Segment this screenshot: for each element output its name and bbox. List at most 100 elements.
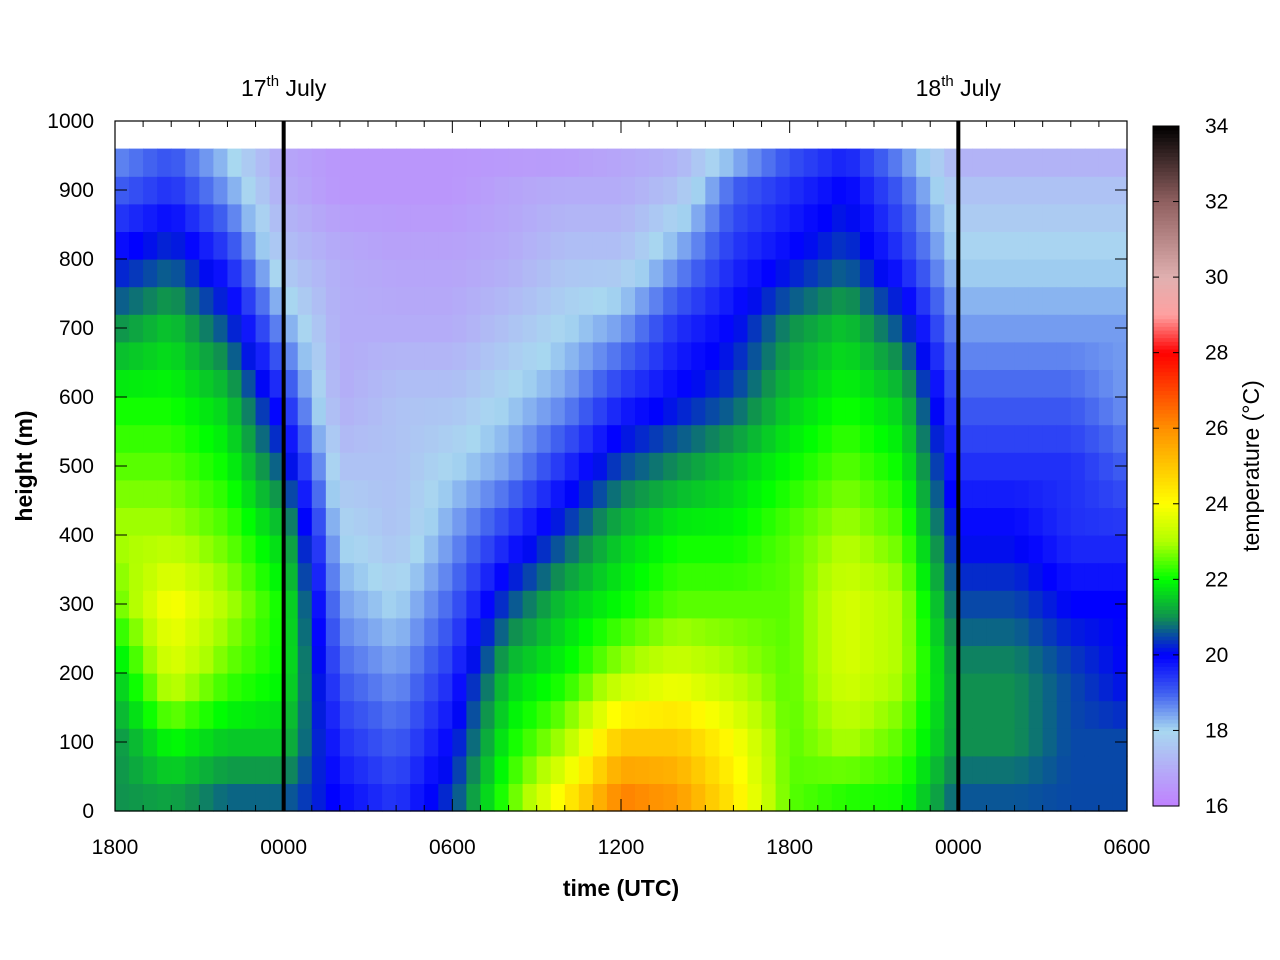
heatmap-cell [944,148,959,177]
heatmap-cell [466,645,482,674]
heatmap-cell [1000,700,1016,729]
heatmap-cell [311,259,327,288]
colorbar-band [1153,579,1179,584]
colorbar-band [1153,228,1179,233]
heatmap-cell [606,645,622,674]
heatmap-cell [592,341,608,370]
heatmap-cell [944,369,959,398]
heatmap-cell [199,590,214,619]
heatmap-cell [1084,645,1100,674]
heatmap-cell [255,562,271,591]
colorbar-band [1153,141,1179,146]
heatmap-cell [761,259,777,288]
heatmap-cell [410,673,425,702]
heatmap-cell [958,286,973,315]
heatmap-cell [845,617,861,646]
heatmap-cell [171,424,186,453]
heatmap-cell [199,314,214,343]
heatmap-cell [1000,424,1016,453]
heatmap-cell [339,176,355,205]
heatmap-cell [719,479,735,508]
heatmap-cell [536,535,552,564]
heatmap-cell [143,286,158,315]
heatmap-cell [1042,783,1058,812]
heatmap-cell [733,562,749,591]
heatmap-cell [227,369,243,398]
heatmap-cell [452,783,467,812]
heatmap-cell [297,176,313,205]
heatmap-cell [1028,645,1044,674]
heatmap-cell [508,755,524,784]
heatmap-cell [452,148,467,177]
heatmap-cell [635,507,650,536]
colorbar-frame [1152,125,1180,807]
colorbar-band [1153,602,1179,607]
colorbar-band [1153,360,1179,365]
heatmap-cell [269,341,285,370]
colorbar-band [1153,194,1179,199]
y-tick-label: 600 [59,386,94,409]
heatmap-cell [325,507,341,536]
heatmap-cell [353,562,369,591]
heatmap-cell [353,617,369,646]
heatmap-cell [199,535,214,564]
colorbar-tick-label: 34 [1205,115,1229,138]
heatmap-cell [255,397,271,426]
heatmap-cell [1000,617,1016,646]
heatmap-cell [635,590,650,619]
date-marker-label: 17th July [241,73,327,101]
heatmap-cell [494,507,510,536]
heatmap-cell [199,755,214,784]
heatmap-cell [550,176,566,205]
heatmap-cell [199,700,214,729]
heatmap-cell [944,397,959,426]
heatmap-cell [930,535,945,564]
heatmap-cell [649,590,664,619]
heatmap-cell [944,535,959,564]
colorbar-band [1153,639,1179,645]
heatmap-cell [199,507,214,536]
heatmap-cell [916,176,931,205]
heatmap-cell [550,507,566,536]
heatmap-cell [761,645,777,674]
heatmap-cell [1056,397,1072,426]
heatmap-cell [663,755,678,784]
heatmap-cell [1042,341,1058,370]
x-tick-label: 1800 [766,836,813,859]
heatmap-cell [452,286,467,315]
heatmap-cell [536,286,552,315]
heatmap-cell [466,314,482,343]
heatmap-cell [536,452,552,481]
heatmap-cell [508,645,524,674]
heatmap-cell [986,562,1002,591]
heatmap-cell [480,479,496,508]
heatmap-cell [845,397,861,426]
heatmap-cell [368,535,383,564]
heatmap-cell [691,673,706,702]
heatmap-cell [621,535,636,564]
heatmap-cell [761,231,777,260]
heatmap-cell [438,507,453,536]
heatmap-cell [972,617,988,646]
heatmap-cell [129,314,144,343]
heatmap-cell [129,590,144,619]
heatmap-cell [157,700,172,729]
heatmap-cell [663,562,678,591]
heatmap-cell [578,203,594,232]
heatmap-cell [733,617,749,646]
colorbar-band [1153,647,1179,652]
heatmap-cell [1028,590,1044,619]
heatmap-cell [466,452,482,481]
colorbar-band [1153,507,1179,512]
heatmap-cell [817,755,833,784]
heatmap-cell [817,231,833,260]
heatmap-cell [339,783,355,812]
heatmap-cell [578,286,594,315]
heatmap-cell [1084,203,1100,232]
heatmap-cell [930,286,945,315]
heatmap-cell [916,231,931,260]
colorbar-band [1153,156,1179,161]
heatmap-cell [171,673,186,702]
heatmap-cell [705,314,720,343]
heatmap-cell [635,479,650,508]
